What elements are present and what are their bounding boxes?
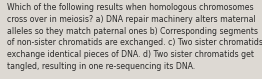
Text: alleles so they match paternal ones b) Corresponding segments: alleles so they match paternal ones b) C… xyxy=(7,27,258,36)
Text: exchange identical pieces of DNA. d) Two sister chromatids get: exchange identical pieces of DNA. d) Two… xyxy=(7,50,254,59)
Text: Which of the following results when homologous chromosomes: Which of the following results when homo… xyxy=(7,3,253,12)
Text: cross over in meiosis? a) DNA repair machinery alters maternal: cross over in meiosis? a) DNA repair mac… xyxy=(7,15,255,24)
Text: tangled, resulting in one re-sequencing its DNA.: tangled, resulting in one re-sequencing … xyxy=(7,62,195,71)
Text: of non-sister chromatids are exchanged. c) Two sister chromatids: of non-sister chromatids are exchanged. … xyxy=(7,38,262,47)
